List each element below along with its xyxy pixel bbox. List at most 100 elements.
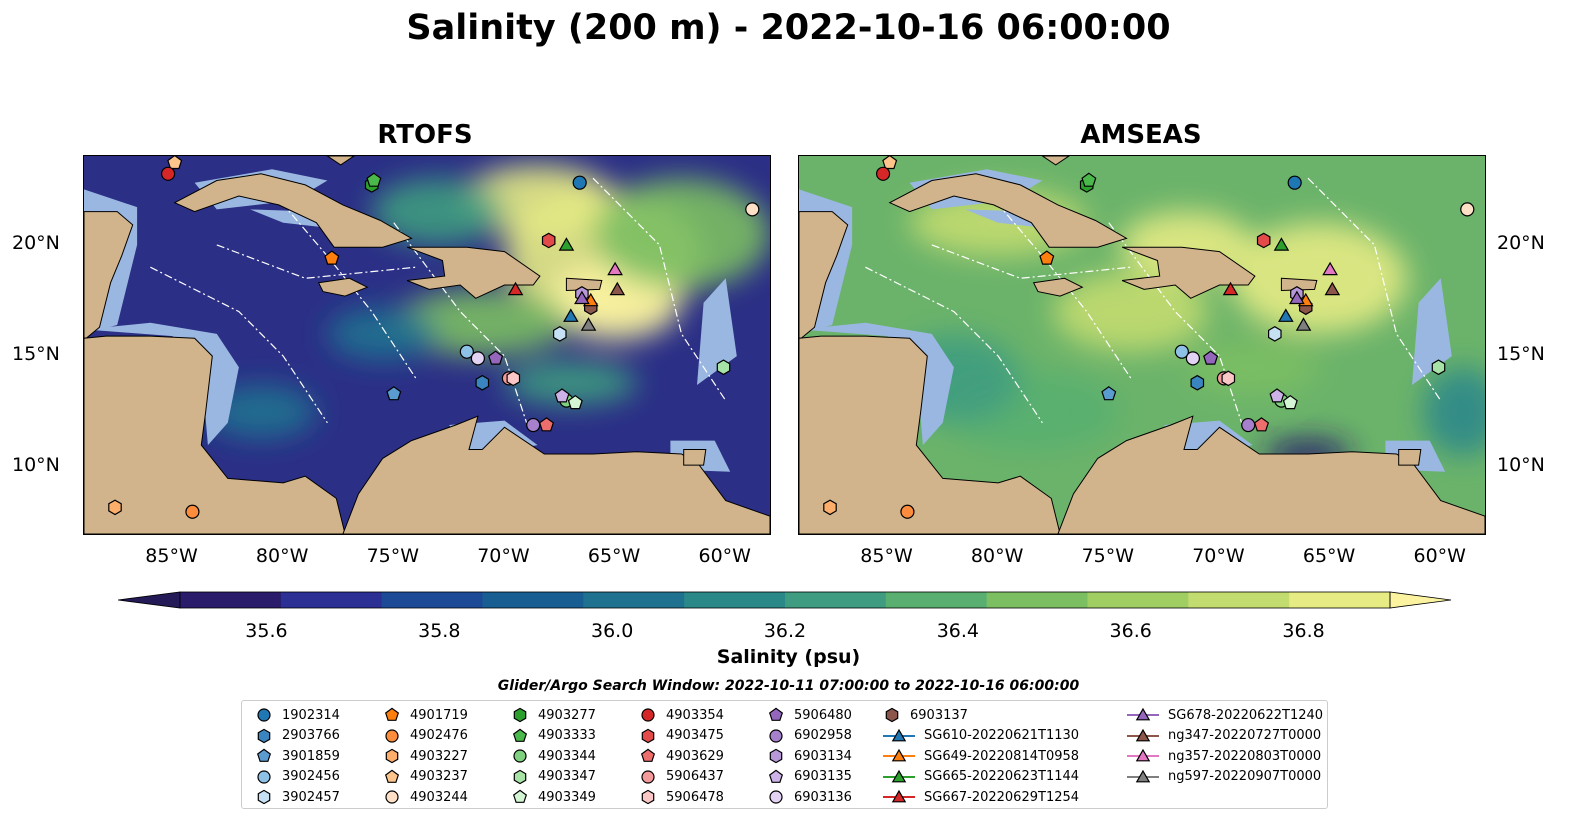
marker-3902457[interactable] xyxy=(553,326,567,342)
marker-4903333[interactable] xyxy=(1081,172,1097,187)
salinity-blob xyxy=(205,385,317,439)
marker-4903349[interactable] xyxy=(567,394,583,410)
marker-6903136[interactable] xyxy=(470,351,485,366)
marker-4902476[interactable] xyxy=(900,504,915,519)
marker-4903237[interactable] xyxy=(882,156,898,170)
legend-marker[interactable] xyxy=(1135,769,1151,782)
marker-3902456[interactable] xyxy=(1174,344,1189,359)
marker-2903766[interactable] xyxy=(1190,374,1205,391)
legend-marker[interactable] xyxy=(384,707,400,721)
marker-4901719[interactable] xyxy=(324,250,340,265)
marker-5906478[interactable] xyxy=(1221,370,1236,387)
marker-3902457[interactable] xyxy=(1268,326,1282,342)
legend-item: 4903227 xyxy=(382,746,468,766)
marker-2903766[interactable] xyxy=(475,374,490,391)
marker-4903333[interactable] xyxy=(366,172,382,187)
legend-marker[interactable] xyxy=(769,790,783,804)
marker-SG678-20220622T1240[interactable] xyxy=(1289,290,1305,305)
legend-marker[interactable] xyxy=(257,708,271,722)
marker-4903227[interactable] xyxy=(823,499,837,516)
marker-ng357-20220803T0000[interactable] xyxy=(1322,261,1338,276)
legend-marker[interactable] xyxy=(641,728,655,743)
legend-marker[interactable] xyxy=(513,707,527,723)
legend-marker[interactable] xyxy=(640,748,656,762)
marker-SG678-20220622T1240[interactable] xyxy=(574,290,590,305)
marker-5906480[interactable] xyxy=(488,350,504,365)
marker-4903629[interactable] xyxy=(538,417,555,432)
legend-marker[interactable] xyxy=(513,769,527,784)
legend-label: 4903344 xyxy=(538,748,596,764)
marker-3901859[interactable] xyxy=(1101,386,1117,401)
legend-marker[interactable] xyxy=(885,707,899,723)
legend-marker[interactable] xyxy=(385,790,399,804)
marker-4903347[interactable] xyxy=(1431,359,1446,376)
marker-6903135[interactable] xyxy=(1269,388,1285,403)
marker-4903237[interactable] xyxy=(167,156,183,170)
legend-marker[interactable] xyxy=(256,748,272,762)
marker-SG610-20220621T1130[interactable] xyxy=(1278,308,1294,322)
legend-label: SG610-20220621T1130 xyxy=(924,728,1080,743)
marker-5906478[interactable] xyxy=(506,370,521,387)
marker-SG610-20220621T1130[interactable] xyxy=(563,308,579,322)
marker-6903136[interactable] xyxy=(1185,351,1200,366)
legend-marker[interactable] xyxy=(257,728,271,743)
legend-marker[interactable] xyxy=(641,769,655,784)
legend-marker[interactable] xyxy=(513,749,527,763)
legend-marker[interactable] xyxy=(257,789,271,805)
map-panel-rtofs[interactable] xyxy=(83,155,771,535)
marker-4903475[interactable] xyxy=(1256,232,1271,249)
legend-marker[interactable] xyxy=(385,728,399,743)
legend-marker[interactable] xyxy=(512,789,528,803)
marker-3902456[interactable] xyxy=(459,344,474,359)
legend-marker[interactable] xyxy=(385,748,399,764)
lat-tick-label-right: 15°N xyxy=(1497,343,1545,366)
legend-marker[interactable] xyxy=(1135,748,1151,762)
marker-SG665-20220623T1144[interactable] xyxy=(1273,237,1290,251)
marker-4903244[interactable] xyxy=(1460,202,1475,217)
marker-5906480[interactable] xyxy=(1203,350,1219,365)
marker-1902314[interactable] xyxy=(572,175,587,190)
marker-ng357-20220803T0000[interactable] xyxy=(607,261,623,276)
legend-marker[interactable] xyxy=(641,708,655,722)
legend-marker[interactable] xyxy=(512,728,528,742)
marker-ng347-20220727T0000[interactable] xyxy=(1324,281,1341,296)
legend-marker[interactable] xyxy=(384,769,400,783)
legend-marker[interactable] xyxy=(768,769,784,783)
marker-SG667-20220629T1254[interactable] xyxy=(507,281,524,296)
marker-4903347[interactable] xyxy=(716,359,731,376)
legend-marker[interactable] xyxy=(769,748,783,764)
legend-item: 4903475 xyxy=(638,726,724,746)
marker-ng597-20220907T0000[interactable] xyxy=(580,317,597,331)
marker-SG667-20220629T1254[interactable] xyxy=(1222,281,1239,296)
marker-4901719[interactable] xyxy=(1039,250,1055,265)
marker-4903475[interactable] xyxy=(541,232,556,249)
legend-marker[interactable] xyxy=(891,728,907,741)
legend-marker[interactable] xyxy=(891,789,907,803)
map-panel-amseas[interactable] xyxy=(798,155,1486,535)
marker-4903244[interactable] xyxy=(745,202,760,217)
marker-6902958[interactable] xyxy=(1241,417,1256,433)
legend-item: 4903347 xyxy=(510,767,596,787)
marker-SG665-20220623T1144[interactable] xyxy=(558,237,575,251)
marker-4903227[interactable] xyxy=(108,499,122,516)
marker-4903349[interactable] xyxy=(1282,394,1298,410)
marker-4903354[interactable] xyxy=(160,166,176,181)
marker-ng347-20220727T0000[interactable] xyxy=(609,281,626,296)
legend-marker[interactable] xyxy=(1135,707,1151,721)
marker-6902958[interactable] xyxy=(526,417,541,433)
legend-marker[interactable] xyxy=(768,707,784,721)
legend-marker[interactable] xyxy=(891,769,907,782)
legend-marker[interactable] xyxy=(891,748,907,762)
marker-1902314[interactable] xyxy=(1287,175,1302,190)
marker-ng597-20220907T0000[interactable] xyxy=(1295,317,1312,331)
marker-3901859[interactable] xyxy=(386,386,402,401)
marker-4903629[interactable] xyxy=(1253,417,1270,432)
legend-label: 6903137 xyxy=(910,707,968,723)
legend-marker[interactable] xyxy=(257,769,271,784)
marker-4902476[interactable] xyxy=(185,504,200,519)
legend-marker[interactable] xyxy=(641,789,655,805)
legend-marker[interactable] xyxy=(769,728,783,743)
legend-marker[interactable] xyxy=(1135,728,1151,741)
marker-4903354[interactable] xyxy=(875,166,891,181)
marker-6903135[interactable] xyxy=(554,388,570,403)
